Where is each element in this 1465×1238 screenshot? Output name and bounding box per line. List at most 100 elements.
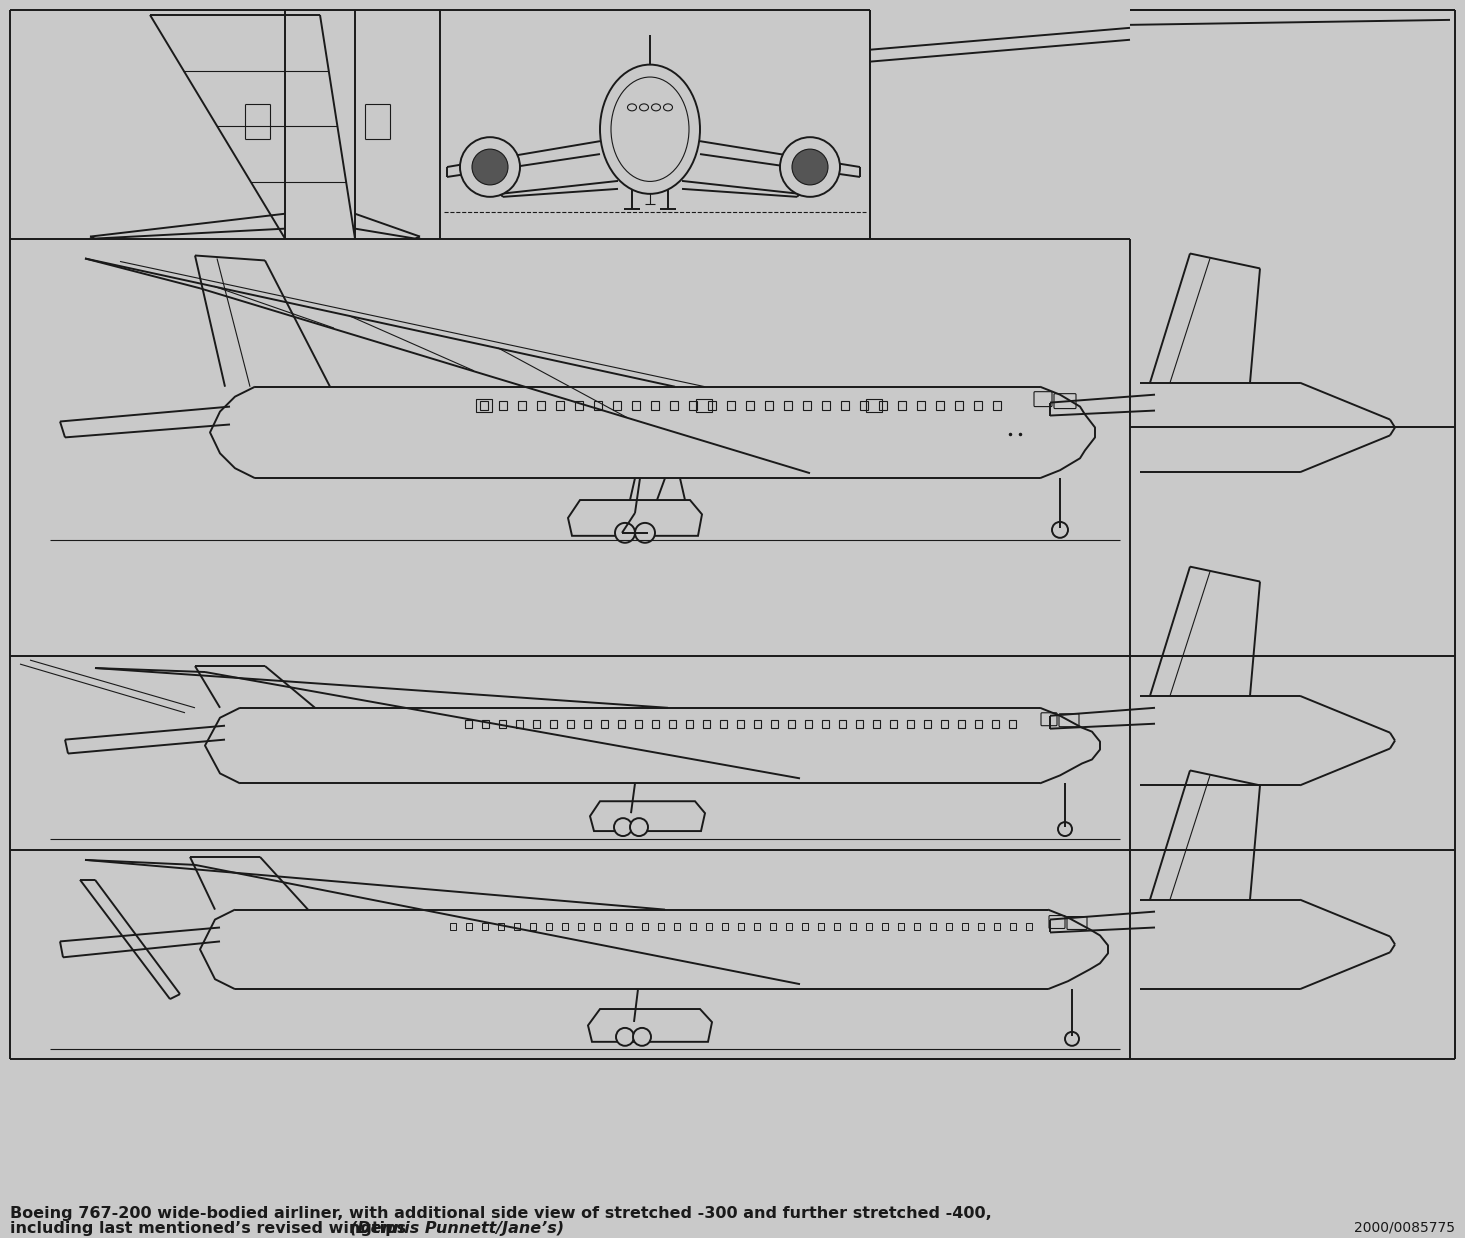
Polygon shape (587, 1009, 712, 1042)
Bar (817, 922, 823, 931)
Bar (674, 922, 680, 931)
Bar (601, 719, 608, 728)
Bar (650, 401, 659, 410)
Bar (574, 401, 583, 410)
Bar (1026, 922, 1031, 931)
Circle shape (1052, 522, 1068, 537)
Text: Boeing 767-200 wide-bodied airliner, with additional side view of stretched -300: Boeing 767-200 wide-bodied airliner, wit… (10, 1206, 992, 1221)
Bar (746, 401, 754, 410)
Bar (898, 401, 905, 410)
Bar (914, 922, 920, 931)
Bar (708, 401, 716, 410)
Bar (476, 399, 492, 411)
Bar (686, 719, 693, 728)
Bar (593, 401, 602, 410)
Bar (882, 922, 888, 931)
Bar (958, 719, 965, 728)
Bar (963, 922, 968, 931)
Circle shape (793, 149, 828, 184)
Bar (930, 922, 936, 931)
Bar (567, 719, 574, 728)
Bar (803, 401, 812, 410)
Text: 2000/0085775: 2000/0085775 (1354, 1221, 1455, 1234)
Bar (801, 922, 809, 931)
Bar (955, 401, 963, 410)
Bar (771, 922, 776, 931)
Bar (804, 719, 812, 728)
Bar (738, 922, 744, 931)
Bar (642, 922, 648, 931)
Bar (822, 719, 829, 728)
Bar (609, 922, 615, 931)
Bar (658, 922, 664, 931)
Bar (879, 401, 886, 410)
Bar (690, 922, 696, 931)
Polygon shape (568, 500, 702, 536)
Bar (634, 719, 642, 728)
Bar (860, 401, 867, 410)
Bar (856, 719, 863, 728)
Bar (557, 401, 564, 410)
Bar (516, 719, 523, 728)
Bar (765, 401, 774, 410)
Circle shape (460, 137, 520, 197)
Bar (941, 719, 948, 728)
Bar (670, 719, 675, 728)
Bar (737, 719, 744, 728)
Bar (500, 401, 507, 410)
Bar (788, 719, 795, 728)
Bar (719, 719, 727, 728)
Bar (784, 401, 793, 410)
Bar (722, 922, 728, 931)
Bar (841, 401, 850, 410)
Bar (898, 922, 904, 931)
Bar (538, 401, 545, 410)
Bar (1009, 719, 1017, 728)
Circle shape (614, 818, 631, 836)
Bar (696, 399, 712, 411)
Circle shape (634, 522, 655, 542)
Bar (771, 719, 778, 728)
Bar (500, 719, 505, 728)
Bar (946, 922, 952, 931)
Bar (618, 719, 626, 728)
Bar (1009, 922, 1017, 931)
Bar (850, 922, 856, 931)
Circle shape (615, 522, 634, 542)
Bar (593, 922, 601, 931)
Bar (924, 719, 930, 728)
Circle shape (779, 137, 839, 197)
Bar (993, 922, 1001, 931)
Bar (626, 922, 631, 931)
Bar (689, 401, 697, 410)
Bar (498, 922, 504, 931)
Bar (976, 719, 982, 728)
Text: including last mentioned’s revised wingtips: including last mentioned’s revised wingt… (10, 1221, 412, 1236)
Bar (585, 719, 590, 728)
Bar (936, 401, 943, 410)
Bar (549, 719, 557, 728)
Circle shape (615, 1028, 634, 1046)
Circle shape (1065, 1032, 1080, 1046)
Bar (917, 401, 924, 410)
Circle shape (472, 149, 508, 184)
Bar (993, 401, 1001, 410)
Bar (579, 922, 585, 931)
Bar (546, 922, 552, 931)
Bar (519, 401, 526, 410)
Circle shape (1058, 822, 1072, 836)
Circle shape (633, 1028, 650, 1046)
Bar (787, 922, 793, 931)
Bar (979, 922, 984, 931)
Bar (706, 922, 712, 931)
Bar (907, 719, 914, 728)
Bar (754, 719, 760, 728)
Bar (533, 719, 541, 728)
Bar (834, 922, 839, 931)
Bar (482, 922, 488, 931)
Bar (482, 719, 489, 728)
Circle shape (630, 818, 648, 836)
Bar (481, 401, 488, 410)
Bar (866, 399, 882, 411)
Bar (464, 719, 472, 728)
